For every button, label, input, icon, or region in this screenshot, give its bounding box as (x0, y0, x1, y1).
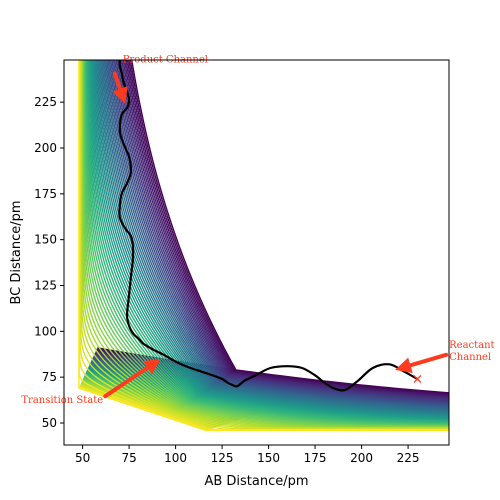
x-tick-label: 150 (257, 451, 280, 465)
annotation-arrow-shaft (112, 71, 123, 91)
x-tick-label: 225 (397, 451, 420, 465)
contour-line (80, 60, 449, 429)
contour-line (86, 60, 449, 423)
x-tick-label: 125 (211, 451, 234, 465)
y-axis-ticks: 50 75 100 125 150 175 200 225 (34, 95, 64, 430)
contour-line (89, 60, 449, 421)
y-tick-label: 200 (34, 141, 57, 155)
annotation-label: Transition State (21, 395, 103, 406)
contour-line (90, 60, 449, 420)
contour-line (80, 60, 449, 429)
x-tick-label: 75 (121, 451, 136, 465)
contour-line (86, 60, 449, 423)
x-axis-ticks: 50 75 100 125 150 175 200 225 (75, 445, 420, 465)
contour-line (81, 60, 449, 428)
contour-line (82, 60, 449, 427)
y-tick-label: 150 (34, 233, 57, 247)
trajectory-layer (118, 60, 422, 392)
annotation-arrow-shaft (408, 352, 449, 368)
y-tick-label: 100 (34, 324, 57, 338)
annotation-label: Reactant Channel (449, 340, 494, 363)
annotation-arrow-head (395, 357, 413, 374)
contour-line (96, 60, 449, 414)
x-tick-label: 100 (164, 451, 187, 465)
contour-line (80, 60, 449, 430)
start-marker (413, 375, 422, 383)
contour-line (78, 60, 449, 432)
contour-line (79, 60, 449, 431)
contour-line (80, 60, 449, 429)
y-axis-label: BC Distance/pm (9, 200, 24, 304)
y-tick-label: 75 (42, 370, 57, 384)
contour-line (81, 60, 449, 428)
y-tick-label: 175 (34, 187, 57, 201)
x-tick-label: 50 (75, 451, 90, 465)
annotation-arrow-head (142, 358, 161, 375)
x-tick-label: 200 (350, 451, 373, 465)
contour-line (79, 60, 449, 430)
plot-frame (63, 59, 450, 446)
trajectory-line (118, 60, 419, 392)
contour-line (86, 60, 449, 424)
y-tick-label: 225 (34, 95, 57, 109)
contour-line (87, 60, 449, 423)
annotation-arrow-shaft (103, 365, 150, 399)
y-tick-label: 125 (34, 279, 57, 293)
x-tick-label: 175 (304, 451, 327, 465)
annotation-arrow-head (112, 86, 128, 104)
x-axis-label: AB Distance/pm (204, 474, 308, 489)
contour-line (79, 60, 449, 430)
contour-line (81, 60, 449, 429)
y-tick-label: 50 (42, 416, 57, 430)
contour-line (89, 60, 449, 421)
